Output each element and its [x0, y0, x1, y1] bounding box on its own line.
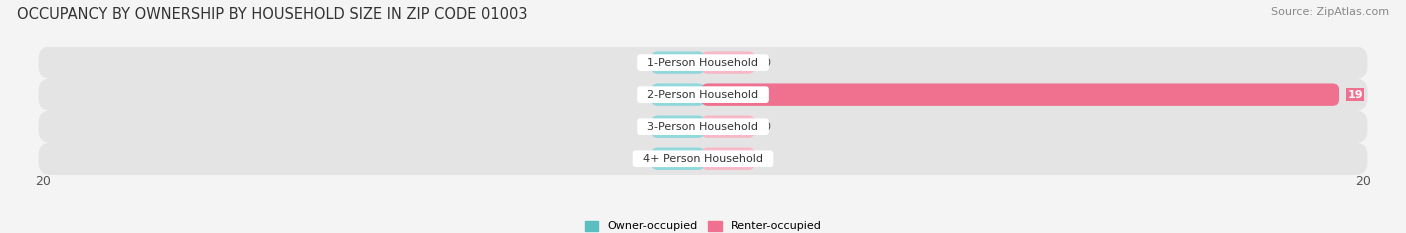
Text: 0: 0: [636, 58, 643, 68]
FancyBboxPatch shape: [702, 116, 755, 138]
Text: 3-Person Household: 3-Person Household: [641, 122, 765, 132]
Text: 20: 20: [1355, 175, 1371, 188]
Text: 0: 0: [636, 122, 643, 132]
Text: 0: 0: [763, 154, 770, 164]
Text: OCCUPANCY BY OWNERSHIP BY HOUSEHOLD SIZE IN ZIP CODE 01003: OCCUPANCY BY OWNERSHIP BY HOUSEHOLD SIZE…: [17, 7, 527, 22]
FancyBboxPatch shape: [38, 110, 1368, 143]
Text: 0: 0: [763, 58, 770, 68]
Text: 20: 20: [35, 175, 51, 188]
FancyBboxPatch shape: [651, 51, 704, 74]
Text: 0: 0: [763, 122, 770, 132]
Text: Source: ZipAtlas.com: Source: ZipAtlas.com: [1271, 7, 1389, 17]
Text: 4+ Person Household: 4+ Person Household: [636, 154, 770, 164]
Text: 0: 0: [636, 154, 643, 164]
FancyBboxPatch shape: [38, 46, 1368, 79]
Legend: Owner-occupied, Renter-occupied: Owner-occupied, Renter-occupied: [581, 216, 825, 233]
Text: 1-Person Household: 1-Person Household: [641, 58, 765, 68]
FancyBboxPatch shape: [38, 142, 1368, 175]
Text: 19: 19: [1347, 90, 1362, 100]
FancyBboxPatch shape: [651, 83, 704, 106]
FancyBboxPatch shape: [702, 51, 755, 74]
FancyBboxPatch shape: [38, 78, 1368, 111]
FancyBboxPatch shape: [651, 116, 704, 138]
Text: 2-Person Household: 2-Person Household: [641, 90, 765, 100]
FancyBboxPatch shape: [651, 147, 704, 170]
FancyBboxPatch shape: [702, 147, 755, 170]
Text: 0: 0: [636, 90, 643, 100]
FancyBboxPatch shape: [702, 83, 1339, 106]
